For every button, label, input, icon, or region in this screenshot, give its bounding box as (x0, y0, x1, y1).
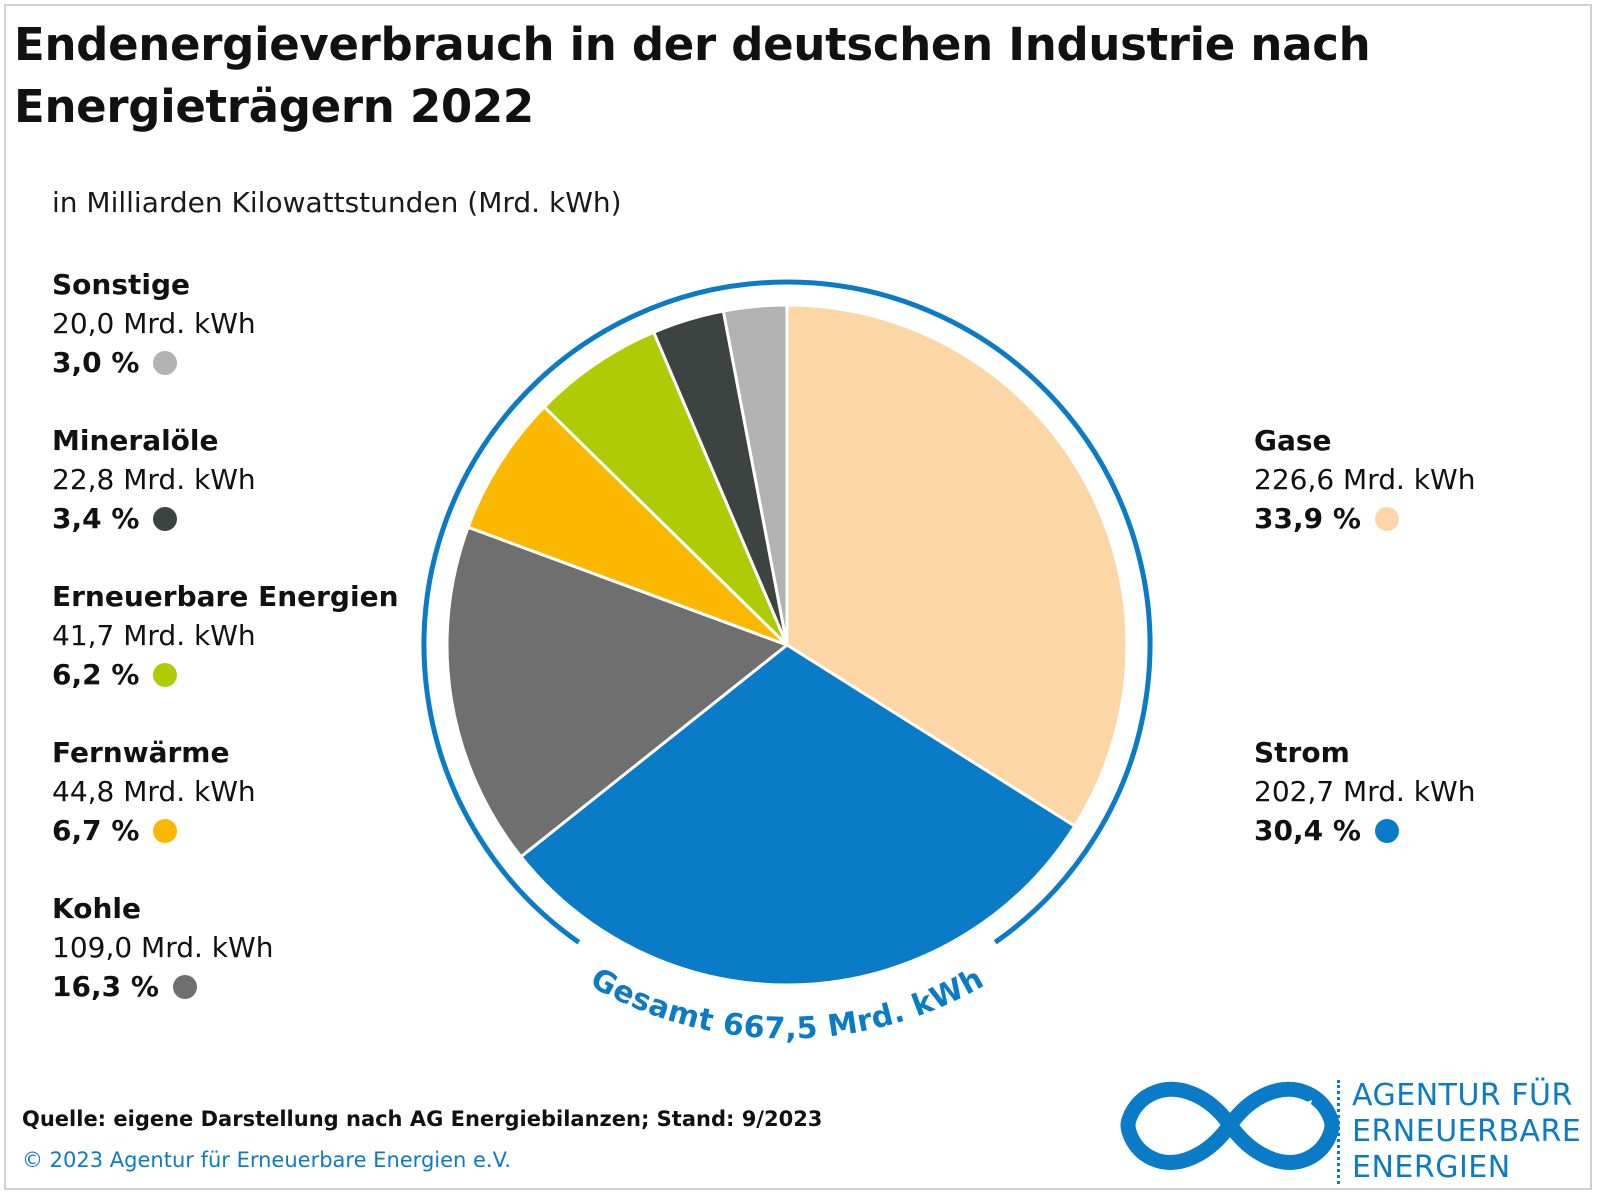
legend-percent: 16,3 % (52, 970, 159, 1003)
legend-swatch (153, 351, 178, 375)
legend-value: 44,8 Mrd. kWh (52, 775, 256, 808)
legend-swatch (1374, 507, 1399, 531)
legend-value: 41,7 Mrd. kWh (52, 619, 256, 652)
legend-item-erneuerbare-energien: Erneuerbare Energien 41,7 Mrd. kWh 6,2 % (52, 577, 399, 694)
chart-subtitle: in Milliarden Kilowattstunden (Mrd. kWh) (52, 186, 622, 219)
logo-line-3: ENERGIEN (1352, 1150, 1511, 1185)
pie-slice-sonstige (721, 303, 789, 647)
total-ring (421, 279, 1153, 945)
legend-item-sonstige: Sonstige 20,0 Mrd. kWh 3,0 % (52, 265, 256, 382)
logo-wordmark: AGENTUR FÜR ERNEUERBARE ENERGIEN (1352, 1078, 1581, 1186)
legend-percent: 30,4 % (1254, 814, 1361, 847)
legend-swatch (153, 663, 178, 687)
legend-value: 226,6 Mrd. kWh (1254, 463, 1476, 496)
legend-value: 202,7 Mrd. kWh (1254, 775, 1476, 808)
pie-slice-erneuerbare-energien (542, 330, 789, 647)
chart-title: Endenergieverbrauch in der deutschen Ind… (14, 18, 1371, 133)
legend-swatch (1374, 819, 1399, 843)
legend-percent: 3,4 % (52, 502, 140, 535)
legend-item-strom: Strom 202,7 Mrd. kWh 30,4 % (1254, 733, 1475, 850)
legend-swatch (153, 819, 178, 843)
pie-slice-kohle (445, 525, 789, 859)
legend-percent: 3,0 % (52, 346, 140, 379)
copyright-note: © 2023 Agentur für Erneuerbare Energien … (22, 1148, 511, 1172)
legend-name: Sonstige (52, 268, 191, 301)
pie-slice-gase (785, 303, 1129, 828)
legend-value: 109,0 Mrd. kWh (52, 931, 274, 964)
logo-line-2: ERNEUERBARE (1352, 1114, 1582, 1149)
legend-swatch (153, 507, 178, 531)
infinity-logo-icon (1120, 1081, 1340, 1170)
legend-name: Erneuerbare Energien (52, 580, 399, 613)
legend-percent: 33,9 % (1254, 502, 1361, 535)
legend-item-kohle: Kohle 109,0 Mrd. kWh 16,3 % (52, 889, 273, 1006)
legend-value: 22,8 Mrd. kWh (52, 463, 256, 496)
legend-item-mineraloele: Mineralöle 22,8 Mrd. kWh 3,4 % (52, 421, 256, 538)
legend-value: 20,0 Mrd. kWh (52, 307, 256, 340)
pie-slice-fernwärme (466, 405, 789, 647)
legend-swatch (172, 975, 197, 999)
source-note: Quelle: eigene Darstellung nach AG Energ… (22, 1107, 823, 1131)
legend-name: Fernwärme (52, 736, 230, 769)
legend-percent: 6,2 % (52, 658, 140, 691)
logo-divider (1337, 1080, 1340, 1184)
logo-line-1: AGENTUR FÜR (1352, 1078, 1573, 1113)
legend-name: Mineralöle (52, 424, 219, 457)
pie-slice-strom (519, 643, 1077, 987)
legend-name: Gase (1254, 424, 1332, 457)
legend-item-fernwaerme: Fernwärme 44,8 Mrd. kWh 6,7 % (52, 733, 256, 850)
legend-name: Kohle (52, 892, 141, 925)
legend-name: Strom (1254, 736, 1350, 769)
legend-item-gase: Gase 226,6 Mrd. kWh 33,9 % (1254, 421, 1475, 538)
legend-percent: 6,7 % (52, 814, 140, 847)
